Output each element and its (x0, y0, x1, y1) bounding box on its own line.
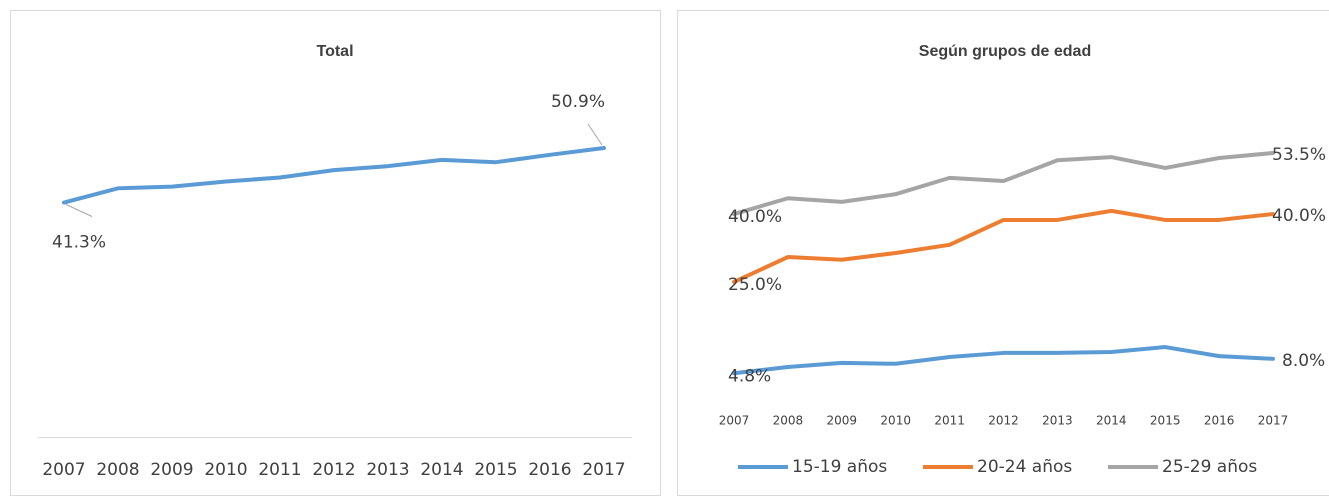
x-tick-label: 2010 (880, 414, 911, 428)
x-tick-label: 2010 (204, 460, 247, 480)
x-tick-label: 2011 (934, 414, 965, 428)
x-tick-label: 2015 (1150, 414, 1181, 428)
series-line (732, 151, 1275, 217)
data-label: 50.9% (551, 92, 605, 112)
series-line (732, 345, 1275, 376)
x-tick-label: 2017 (1258, 414, 1289, 428)
data-label: 41.3% (52, 233, 106, 253)
legend-label: 15-19 años (792, 457, 887, 477)
panel (10, 10, 661, 496)
data-label: 40.0% (728, 207, 782, 227)
leader-line (65, 204, 93, 217)
x-tick-label: 2008 (96, 460, 139, 480)
x-tick-label: 2016 (1204, 414, 1235, 428)
x-tick-label: 2007 (42, 460, 85, 480)
x-tick-label: 2017 (582, 460, 625, 480)
x-tick-label: 2008 (773, 414, 804, 428)
series-line (62, 146, 606, 205)
data-label: 40.0% (1272, 206, 1326, 226)
series-line (732, 208, 1275, 284)
panel (677, 10, 1329, 496)
x-tick-label: 2013 (366, 460, 409, 480)
legend-label: 20-24 años (977, 457, 1072, 477)
data-label: 8.0% (1282, 351, 1325, 371)
leader-line (587, 123, 603, 146)
x-tick-label: 2007 (719, 414, 750, 428)
data-label: 4.8% (728, 366, 771, 386)
chart-title: Según grupos de edad (919, 43, 1091, 60)
x-tick-label: 2014 (420, 460, 463, 480)
x-tick-label: 2009 (150, 460, 193, 480)
x-tick-label: 2011 (258, 460, 301, 480)
chart-title: Total (316, 43, 353, 60)
x-tick-label: 2012 (988, 414, 1019, 428)
x-tick-label: 2013 (1042, 414, 1073, 428)
x-tick-label: 2009 (827, 414, 858, 428)
data-label: 25.0% (728, 275, 782, 295)
x-tick-label: 2015 (474, 460, 517, 480)
x-tick-label: 2016 (528, 460, 571, 480)
x-tick-label: 2014 (1096, 414, 1127, 428)
data-label: 53.5% (1272, 145, 1326, 165)
x-tick-label: 2012 (312, 460, 355, 480)
legend-label: 25-29 años (1162, 457, 1257, 477)
